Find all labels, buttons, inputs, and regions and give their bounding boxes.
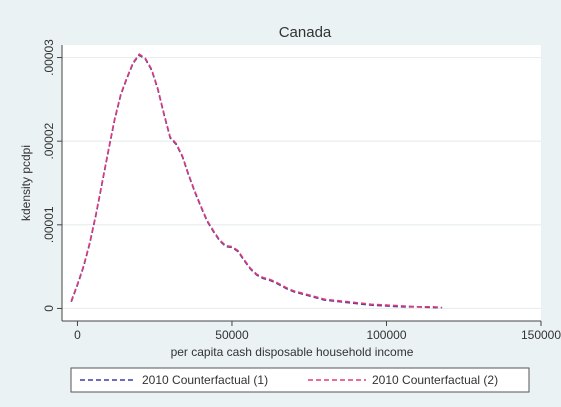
axes: [61, 45, 541, 322]
y-tick-label-2: .00002: [42, 123, 56, 160]
y-axis-label: kdensity pcdpi: [19, 145, 33, 221]
x-tick-label-2: 100000: [366, 328, 406, 342]
legend-label-2: 2010 Counterfactual (2): [372, 373, 498, 387]
x-axis-ticks: 0 50000 100000 150000: [74, 321, 561, 342]
y-tick-label-0: 0: [42, 305, 56, 312]
legend-label-1: 2010 Counterfactual (1): [142, 373, 268, 387]
legend-box: [70, 367, 530, 393]
x-tick-label-1: 50000: [215, 328, 249, 342]
legend-items: 2010 Counterfactual (1) 2010 Counterfactu…: [80, 373, 498, 387]
y-axis-ticks: 0 .00001 .00002 .00003: [42, 39, 62, 312]
legend: 2010 Counterfactual (1) 2010 Counterfactu…: [70, 367, 530, 393]
y-tick-label-1: .00001: [42, 206, 56, 243]
series-layer: [70, 53, 443, 309]
x-tick-label-0: 0: [74, 328, 81, 342]
chart-title: Canada: [279, 24, 332, 41]
x-tick-label-3: 150000: [521, 328, 561, 342]
y-tick-label-3: .00003: [42, 39, 56, 76]
plot-area: [62, 45, 541, 321]
x-axis-label: per capita cash disposable household inc…: [171, 345, 414, 359]
series-line-2: [70, 53, 443, 309]
